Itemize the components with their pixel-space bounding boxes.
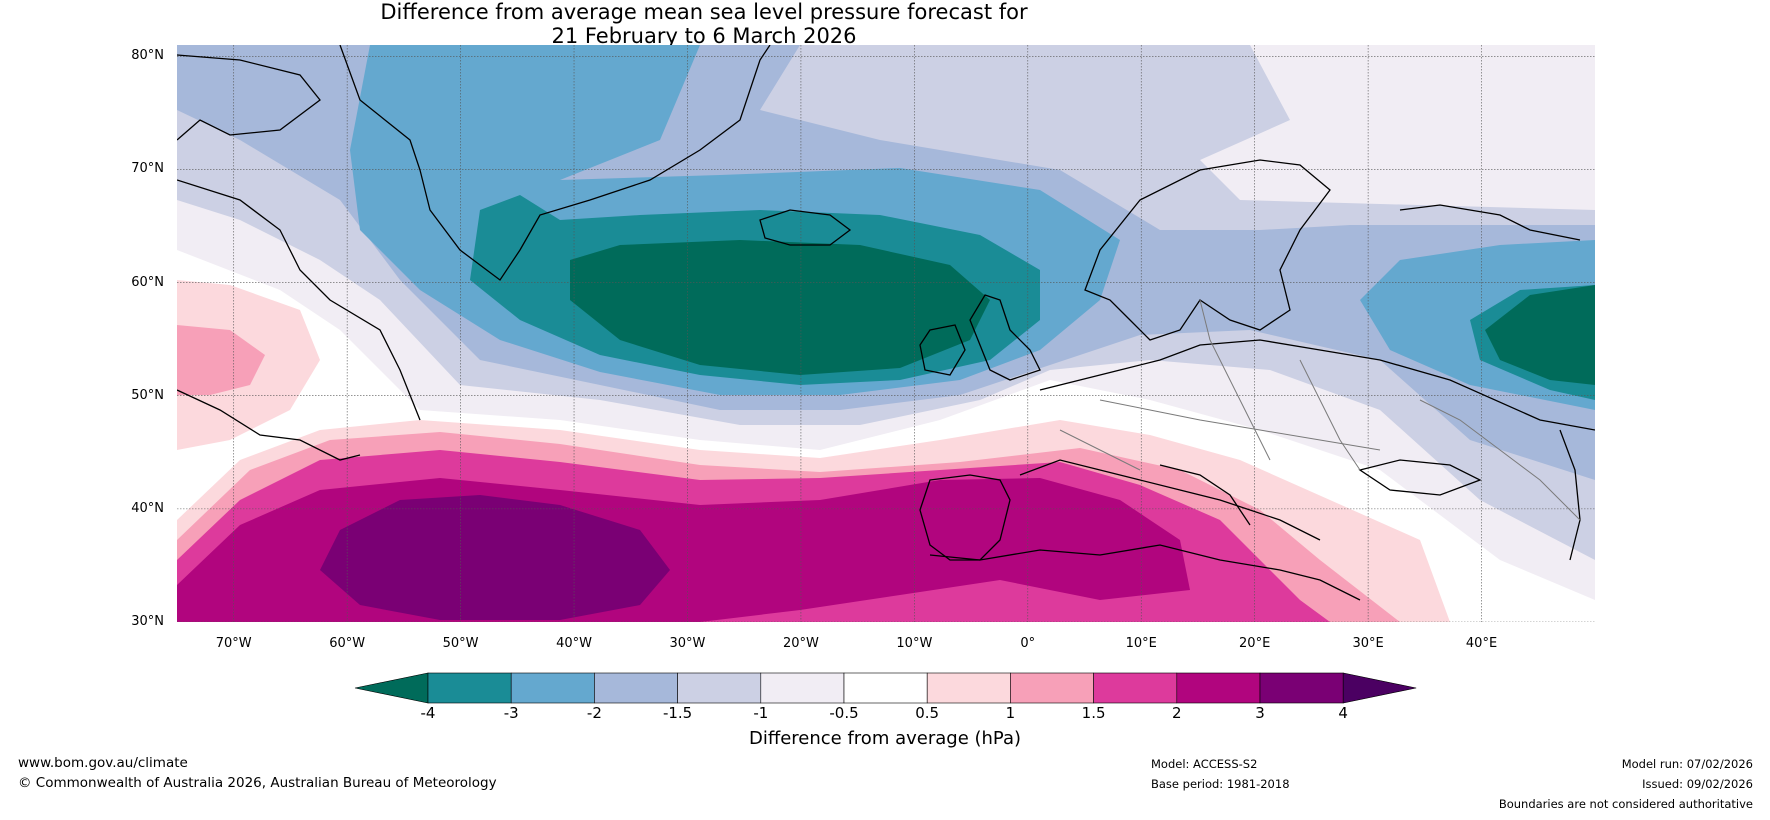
lat-tick-label: 80°N — [131, 48, 164, 64]
colorbar-tick-label: -1.5 — [662, 704, 693, 722]
colorbar-segment — [760, 672, 845, 704]
colorbar-segment — [594, 672, 678, 704]
colorbar-extend-high — [1342, 672, 1417, 704]
colorbar-segment — [1176, 672, 1261, 704]
country-borders — [1059, 299, 1581, 521]
footer-issued: Issued: 09/02/2026 — [1642, 777, 1753, 791]
lat-tick-label: 50°N — [131, 387, 164, 403]
band-neg-4-east — [1485, 285, 1595, 385]
lon-tick-label: 30°W — [669, 636, 706, 651]
colorbar-tick-label: -3 — [503, 704, 519, 722]
lon-tick-label: 20°E — [1239, 636, 1271, 651]
lat-tick-label: 30°N — [131, 614, 164, 629]
colorbar-segment — [843, 672, 928, 704]
footer-model: Model: ACCESS-S2 — [1151, 757, 1258, 771]
footer-disclaimer: Boundaries are not considered authoritat… — [1498, 797, 1753, 811]
colorbar-tick-label: -1 — [753, 704, 769, 722]
anomaly-field — [177, 45, 1595, 622]
footer-website: www.bom.gov.au/climate — [18, 755, 188, 771]
lon-tick-label: 70°W — [215, 636, 252, 651]
lon-tick-label: 50°W — [442, 636, 479, 651]
colorbar-segment — [510, 672, 595, 704]
lat-tick-label: 70°N — [131, 161, 164, 177]
colorbar-segment — [926, 672, 1011, 704]
lon-tick-label: 40°W — [556, 636, 592, 651]
lon-tick-label: 0° — [1020, 636, 1036, 651]
title-line-1: Difference from average mean sea level p… — [380, 0, 1028, 24]
colorbar-tick-label: 1 — [1005, 704, 1016, 722]
band-pos-3 — [320, 495, 670, 620]
colorbar-segment — [1259, 672, 1344, 704]
chart-title: Difference from average mean sea level p… — [0, 0, 1408, 48]
lat-tick-label: 60°N — [131, 274, 164, 290]
graticule — [177, 45, 1595, 622]
colorbar-tick-label: 0.5 — [915, 704, 940, 722]
footer-base-period: Base period: 1981-2018 — [1151, 777, 1290, 791]
footer-copyright: © Commonwealth of Australia 2026, Austra… — [18, 775, 497, 791]
colorbar-tick-label: 4 — [1338, 704, 1348, 722]
coastlines — [177, 45, 1595, 601]
lon-tick-label: 20°W — [782, 636, 819, 651]
lon-tick-label: 40°E — [1465, 636, 1498, 651]
colorbar-segment — [427, 672, 512, 704]
colorbar-segment — [1010, 672, 1094, 704]
footer-model-run: Model run: 07/02/2026 — [1621, 757, 1753, 771]
lat-tick-label: 40°N — [131, 500, 164, 516]
lon-tick-label: 30°E — [1352, 636, 1384, 651]
band-pos-1-west — [177, 325, 265, 395]
colorbar-tick-label: -0.5 — [829, 704, 859, 722]
colorbar-segment — [1093, 672, 1178, 704]
title-line-2: 21 February to 6 March 2026 — [551, 24, 857, 48]
lon-tick-label: 60°W — [329, 636, 366, 651]
colorbar-tick-label: 2 — [1172, 704, 1182, 722]
colorbar-tick-label: 1.5 — [1081, 704, 1106, 722]
lon-tick-label: 10°E — [1125, 636, 1157, 651]
colorbar-tick-label: -2 — [586, 704, 602, 722]
colorbar-extend-low — [354, 672, 429, 704]
colorbar-tick-label: -4 — [420, 704, 436, 722]
colorbar-tick-label: 3 — [1255, 704, 1265, 722]
colorbar-title: Difference from average (hPa) — [748, 728, 1022, 749]
colorbar-segment — [677, 672, 762, 704]
band-neg-4 — [570, 240, 990, 375]
lon-tick-label: 10°W — [896, 636, 933, 651]
